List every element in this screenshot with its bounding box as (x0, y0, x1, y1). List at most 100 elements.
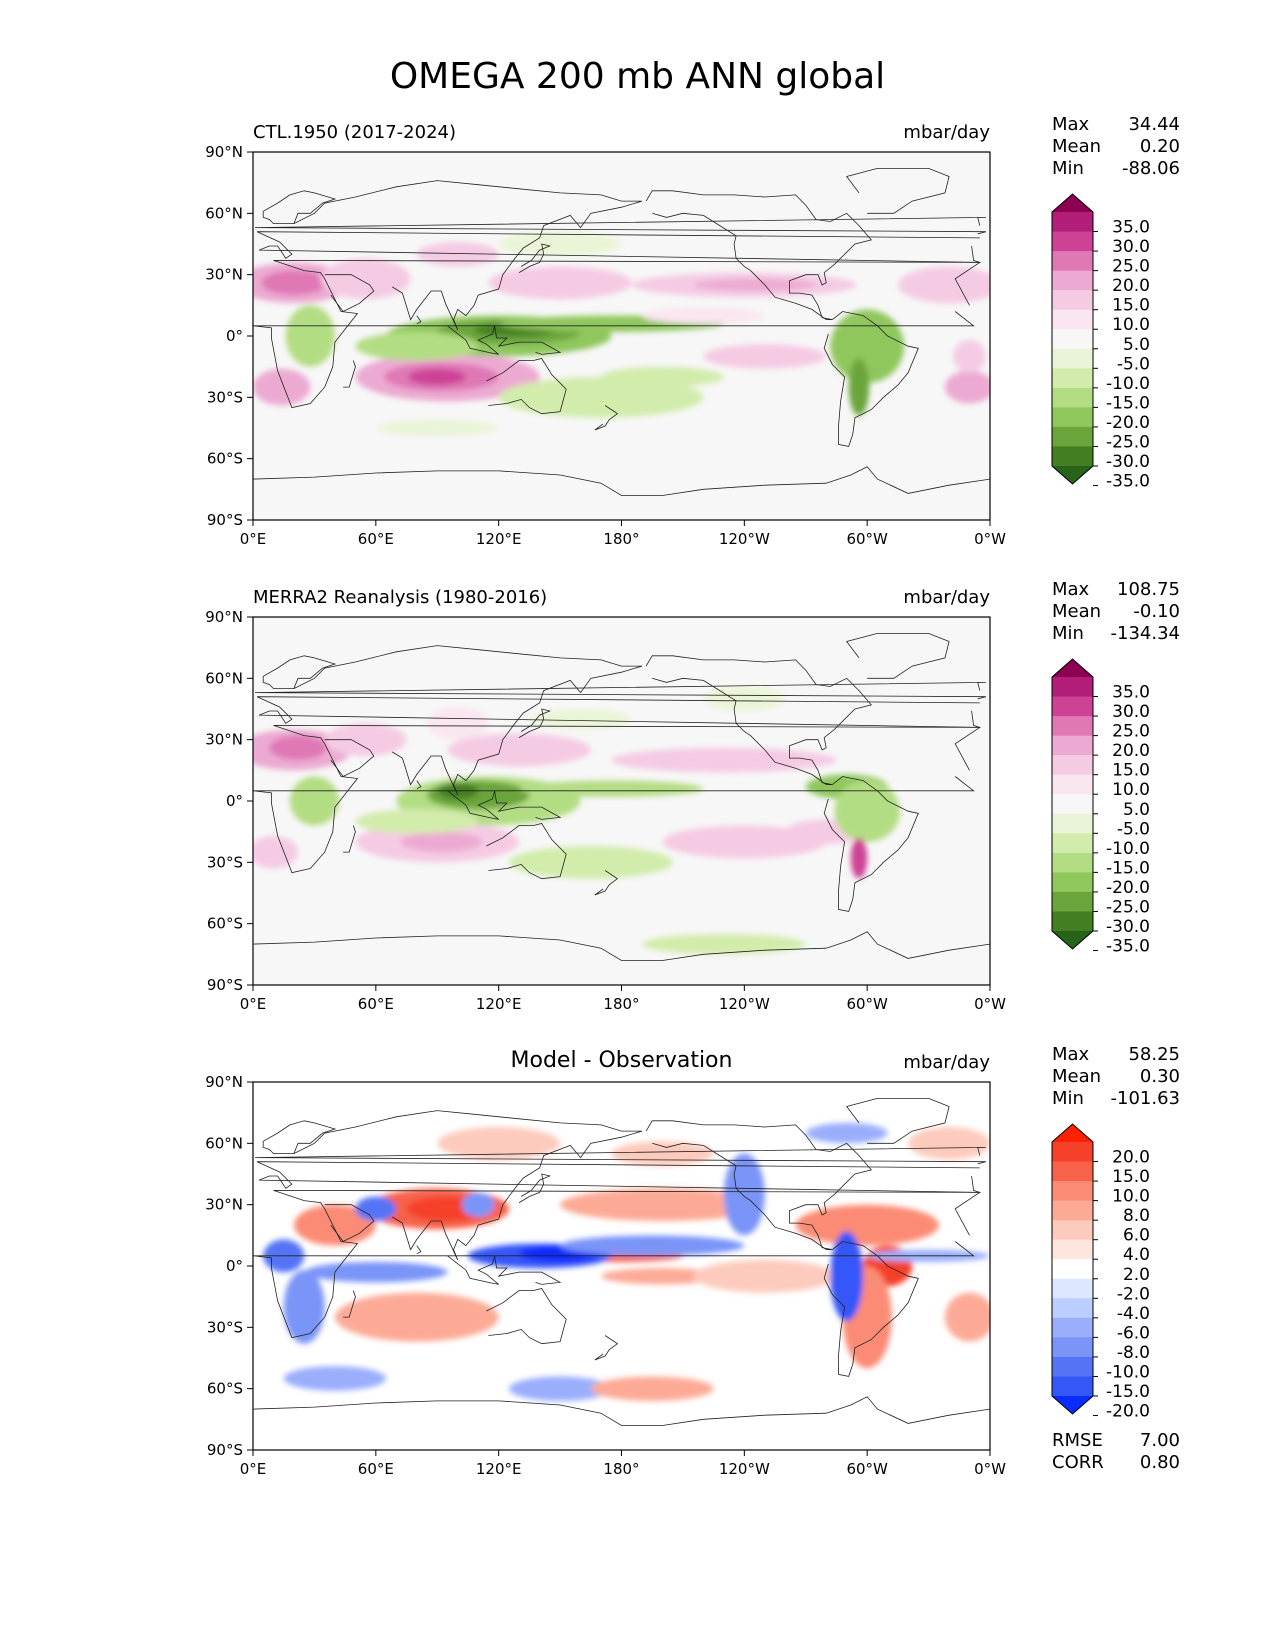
y-tick-label: 60°S (207, 1380, 243, 1398)
contour-region (283, 1270, 325, 1344)
y-tick-label: 90°N (205, 1073, 243, 1091)
stat-label: Max (1052, 1044, 1090, 1065)
contour-region (560, 1235, 745, 1256)
colorbar-label: -4.0 (1117, 1304, 1150, 1324)
stat-value: 0.80 (1139, 1452, 1180, 1473)
contour-region (253, 835, 299, 869)
map-plot: 0°E 60°E 120°E 180° 120°W 60°W 0°W 90°N 60°N 30°N… (205, 1073, 1006, 1478)
contour-region (253, 368, 311, 406)
colorbar-label: -10.0 (1106, 1362, 1150, 1382)
x-tick-label: 0°W (974, 995, 1006, 1013)
stat-label: Max (1052, 114, 1090, 135)
stats-block: Max 58.25 Mean 0.30 Min -101.63 (1052, 1044, 1180, 1110)
stat-value: -0.10 (1133, 601, 1180, 622)
contour-region (560, 1188, 765, 1222)
coastline-africa (253, 725, 982, 874)
coastline-eurasia (273, 645, 643, 796)
stat-row: Mean 0.20 (1052, 136, 1180, 158)
stat-label: CORR (1052, 1452, 1104, 1473)
colorbar-label: -2.0 (1117, 1284, 1150, 1304)
colorbar-label: -15.0 (1106, 1382, 1150, 1402)
x-tick-label: 60°E (358, 530, 394, 548)
stat-row: CORR 0.80 (1052, 1452, 1180, 1474)
colorbar-label: -5.0 (1117, 354, 1150, 374)
coastline-indonesia (447, 1255, 562, 1285)
colorbar-label: 35.0 (1112, 683, 1150, 703)
coastline-srilanka (416, 780, 422, 790)
coastline-africa (253, 1190, 982, 1339)
colorbar-bin (1052, 813, 1093, 834)
coastline-madagascar (343, 1290, 356, 1318)
stat-row: Min -88.06 (1052, 158, 1180, 180)
contour-region (693, 278, 816, 291)
colorbar-bin (1052, 290, 1093, 311)
colorbar-label: -35.0 (1106, 937, 1150, 957)
colorbar-bin (1052, 446, 1093, 467)
colorbar-bin (1052, 270, 1093, 291)
coastline-japan (518, 708, 552, 738)
y-tick-label: 90°N (205, 143, 243, 161)
y-tick-label: 60°N (205, 204, 243, 222)
colorbar-extend-min (1052, 931, 1093, 949)
x-tick-label: 120°W (719, 530, 770, 548)
colorbar-label: 35.0 (1112, 218, 1150, 238)
coastline-arabia (324, 274, 375, 313)
contour-region (601, 366, 724, 388)
colorbar-bin (1052, 1356, 1093, 1377)
coastline-greenland (846, 1097, 950, 1144)
stat-value: 34.44 (1128, 114, 1180, 135)
colorbar-bin (1052, 309, 1093, 330)
x-tick-label: 120°W (719, 995, 770, 1013)
colorbar-label: 6.0 (1123, 1226, 1150, 1246)
y-tick-label: 90°N (205, 608, 243, 626)
coastline-india (391, 286, 442, 321)
coastline-namerica (645, 1120, 873, 1251)
colorbar-label: 10.0 (1112, 780, 1150, 800)
colorbar-label: -20.0 (1106, 878, 1150, 898)
stat-label: Min (1052, 158, 1084, 179)
stat-row: Max 108.75 (1052, 579, 1180, 601)
y-tick-label: 0° (226, 327, 243, 345)
colorbar-extend-min (1052, 1396, 1093, 1414)
colorbar-bin (1052, 387, 1093, 408)
contour-region (488, 266, 632, 300)
colorbar-label: 20.0 (1112, 276, 1150, 296)
x-tick-label: 120°W (719, 1460, 770, 1478)
colorbar-label: -30.0 (1106, 917, 1150, 937)
colorbar-bin (1052, 1142, 1093, 1163)
stat-value: 108.75 (1117, 579, 1180, 600)
contour-region (693, 1259, 837, 1293)
coastline-iberia (256, 1161, 980, 1193)
colorbar-bin (1052, 716, 1093, 737)
contour-region (285, 305, 335, 367)
coastline-nz (594, 870, 619, 896)
coastline-srilanka (416, 1245, 422, 1255)
coastline-iberia (256, 696, 980, 728)
coastline-britain (254, 217, 986, 235)
coastline-namerica (645, 655, 873, 786)
y-tick-label: 0° (226, 1257, 243, 1275)
coastline-europe (262, 1120, 337, 1154)
contour-region (355, 331, 479, 361)
y-tick-label: 60°S (207, 450, 243, 468)
contour-region (703, 686, 786, 712)
stat-label: RMSE (1052, 1430, 1103, 1451)
y-tick-label: 90°S (207, 1441, 243, 1459)
stat-value: -101.63 (1110, 1088, 1180, 1109)
contour-region (283, 1366, 387, 1391)
colorbar-label: 10.0 (1112, 315, 1150, 335)
contour-region (830, 1231, 864, 1322)
y-tick-label: 30°N (205, 1196, 243, 1214)
colorbar-bin (1052, 735, 1093, 756)
colorbar-bin (1052, 1161, 1093, 1182)
contour-region (447, 733, 591, 767)
contour-region (498, 376, 704, 418)
colorbar-label: 25.0 (1112, 257, 1150, 277)
contour-region (508, 845, 673, 879)
coastline-samerica (823, 776, 919, 912)
coastline-indonesia (447, 790, 562, 820)
stat-label: Min (1052, 623, 1084, 644)
figure-title: OMEGA 200 mb ANN global (389, 56, 886, 97)
contour-region (437, 1126, 561, 1160)
contour-region (944, 1292, 990, 1342)
